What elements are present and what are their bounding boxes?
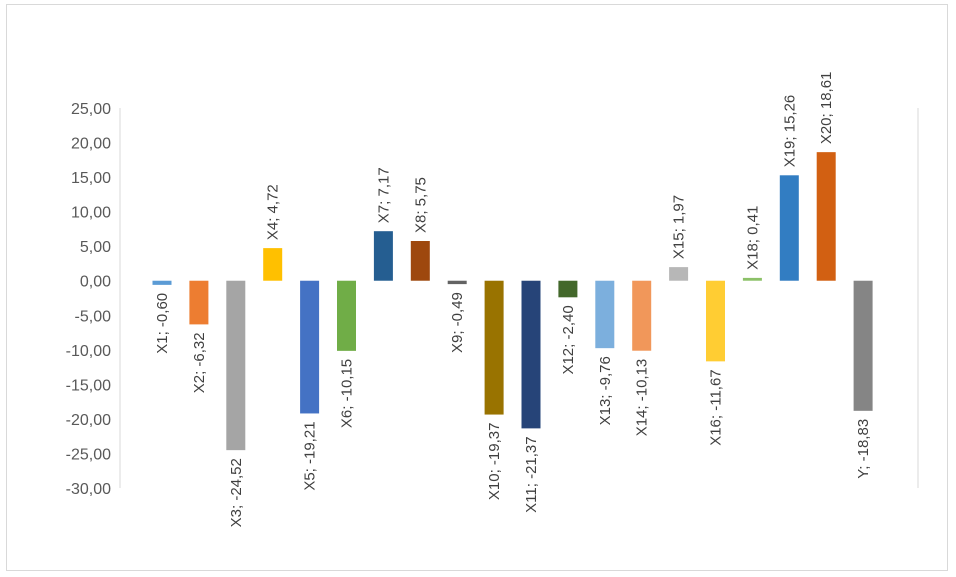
bar-x11 (521, 280, 541, 429)
data-label: X14; -10,13 (634, 359, 651, 437)
bar-x8 (410, 241, 430, 281)
data-label: X6; -10,15 (339, 359, 356, 428)
data-label: Y; -18,83 (855, 419, 872, 479)
bar-x12 (558, 280, 578, 298)
data-label: X12; -2,40 (560, 305, 577, 374)
y-tick-label: 10,00 (71, 205, 111, 222)
bar-x19 (779, 175, 799, 281)
bar-x15 (669, 267, 689, 281)
bar-x4 (263, 248, 283, 281)
data-label: X5; -19,21 (302, 421, 319, 490)
data-label: X18; 0,41 (744, 206, 761, 270)
data-label: X13; -9,76 (597, 356, 614, 425)
data-label: X10; -19,37 (486, 423, 503, 501)
bar-x1 (152, 280, 172, 285)
bars-layer (152, 152, 873, 451)
bar-x5 (300, 280, 320, 414)
bar-x2 (189, 280, 209, 325)
bar-x6 (337, 280, 356, 351)
chart-area (6, 4, 948, 571)
y-tick-label: -5,00 (75, 308, 112, 325)
data-label: X2; -6,32 (191, 332, 208, 393)
data-label: X7; 7,17 (375, 167, 392, 223)
bar-x13 (595, 280, 615, 349)
axis-layer: 25,00 20,00 15,00 10,00 5,00 0,00 -5,00 -10,00 -… (66, 101, 919, 498)
y-tick-label: -10,00 (66, 343, 111, 360)
bar-x9 (447, 280, 467, 285)
y-tick-label: -30,00 (66, 481, 111, 498)
y-tick-label: 20,00 (71, 136, 111, 153)
data-label: X4; 4,72 (265, 184, 282, 240)
data-label: X19; 15,26 (781, 95, 798, 168)
data-label: X16; -11,67 (708, 369, 725, 445)
bar-x16 (706, 280, 725, 362)
data-label: X11; -21,37 (523, 436, 540, 512)
data-labels-layer: X1; -0,60 X2; -6,32 X3; -24,52 X4; 4,72 X5; … (154, 72, 872, 528)
bar-y (853, 280, 873, 411)
data-label: X3; -24,52 (228, 458, 245, 527)
data-label: X15; 1,97 (671, 195, 688, 259)
bar-x14 (632, 280, 652, 351)
y-tick-label: -20,00 (66, 412, 111, 429)
y-tick-label: -25,00 (66, 446, 111, 463)
y-tick-label: 15,00 (71, 170, 111, 187)
bar-x7 (373, 231, 393, 281)
bar-x20 (816, 152, 836, 281)
data-label: X8; 5,75 (412, 177, 429, 233)
y-tick-label: -15,00 (66, 377, 111, 394)
y-tick-label: 0,00 (80, 274, 111, 291)
data-label: X20; 18,61 (818, 72, 835, 145)
data-label: X1; -0,60 (154, 293, 171, 354)
y-tick-label: 5,00 (80, 239, 111, 256)
bar-x18 (742, 277, 762, 281)
y-tick-label: 25,00 (71, 101, 111, 118)
data-label: X9; -0,49 (449, 292, 466, 353)
bar-x10 (484, 280, 504, 415)
bar-x3 (226, 280, 246, 451)
